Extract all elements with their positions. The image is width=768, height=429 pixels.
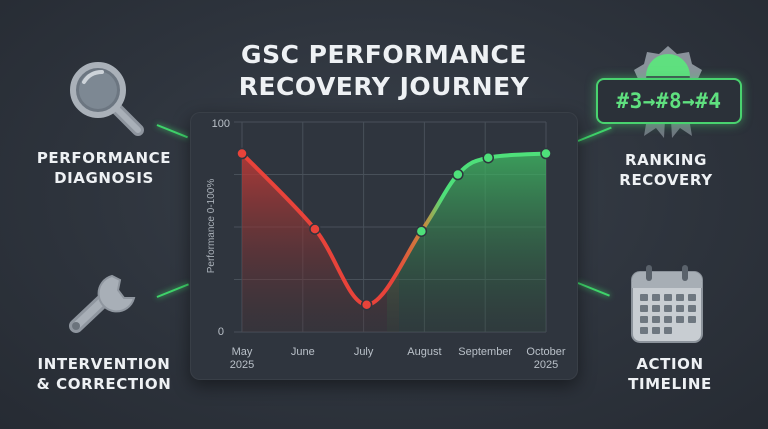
data-point <box>540 147 552 160</box>
calendar-day-cell <box>640 316 648 323</box>
x-tick-label: May 2025 <box>230 346 254 371</box>
connector-intervention <box>156 283 189 298</box>
action-timeline-label: ACTION TIMELINE <box>628 355 712 393</box>
calendar-day-cell <box>664 316 672 323</box>
decline-area <box>242 153 399 332</box>
calendar-day-cell <box>688 305 696 312</box>
intervention-correction-label: INTERVENTION & CORRECTION <box>36 355 172 393</box>
connector-diagnosis <box>156 124 188 139</box>
calendar-day-cell <box>664 327 672 334</box>
connector-timeline <box>577 282 610 297</box>
calendar-day-cell <box>688 294 696 301</box>
ranking-badge: #3→#8→#4 <box>596 78 742 124</box>
wrench-icon <box>69 274 136 333</box>
magnifier-icon <box>70 62 144 136</box>
chart-area-fills <box>242 153 546 332</box>
calendar-day-cell <box>664 305 672 312</box>
calendar-day-cell <box>640 305 648 312</box>
x-tick-label: July <box>354 346 374 358</box>
calendar-day-cell <box>652 327 660 334</box>
title-line-2: RECOVERY JOURNEY <box>238 72 530 101</box>
y-axis-label: Performance 0-100% <box>206 179 217 274</box>
ranking-recovery-label: RANKING RECOVERY <box>619 151 713 189</box>
calendar-icon <box>631 265 703 343</box>
calendar-day-cell <box>652 294 660 301</box>
calendar-day-cell <box>676 294 684 301</box>
x-tick-label: June <box>291 346 315 358</box>
chart-points <box>236 147 552 311</box>
x-axis-labels: May 2025 June July August September October 202… <box>230 346 566 371</box>
recovery-area <box>387 153 546 332</box>
data-point <box>415 225 428 237</box>
calendar-day-cell <box>640 327 648 334</box>
y-tick-0: 0 <box>218 326 224 338</box>
chart-panel: 100 0 Performance 0-100% May 2025 June July… <box>190 112 578 380</box>
calendar-day-cell <box>652 305 660 312</box>
y-tick-100: 100 <box>212 118 230 130</box>
calendar-day-cell <box>640 294 648 301</box>
x-tick-label: August <box>407 346 441 358</box>
calendar-day-cell <box>676 305 684 312</box>
data-point <box>309 223 321 235</box>
title-line-1: GSC PERFORMANCE <box>241 40 527 69</box>
x-tick-label: September <box>458 346 512 358</box>
calendar-day-cell <box>688 316 696 323</box>
data-point <box>452 168 464 181</box>
performance-diagnosis-label: PERFORMANCE DIAGNOSIS <box>36 149 172 187</box>
x-tick-label: October 2025 <box>526 346 565 371</box>
calendar-day-cell <box>664 294 672 301</box>
calendar-day-cell <box>676 316 684 323</box>
calendar-day-cell <box>652 316 660 323</box>
performance-chart: 100 0 Performance 0-100% May 2025 June July… <box>206 118 566 371</box>
connector-ranking <box>577 126 612 142</box>
data-point <box>482 151 494 164</box>
data-point <box>236 147 248 160</box>
data-point <box>360 298 373 311</box>
